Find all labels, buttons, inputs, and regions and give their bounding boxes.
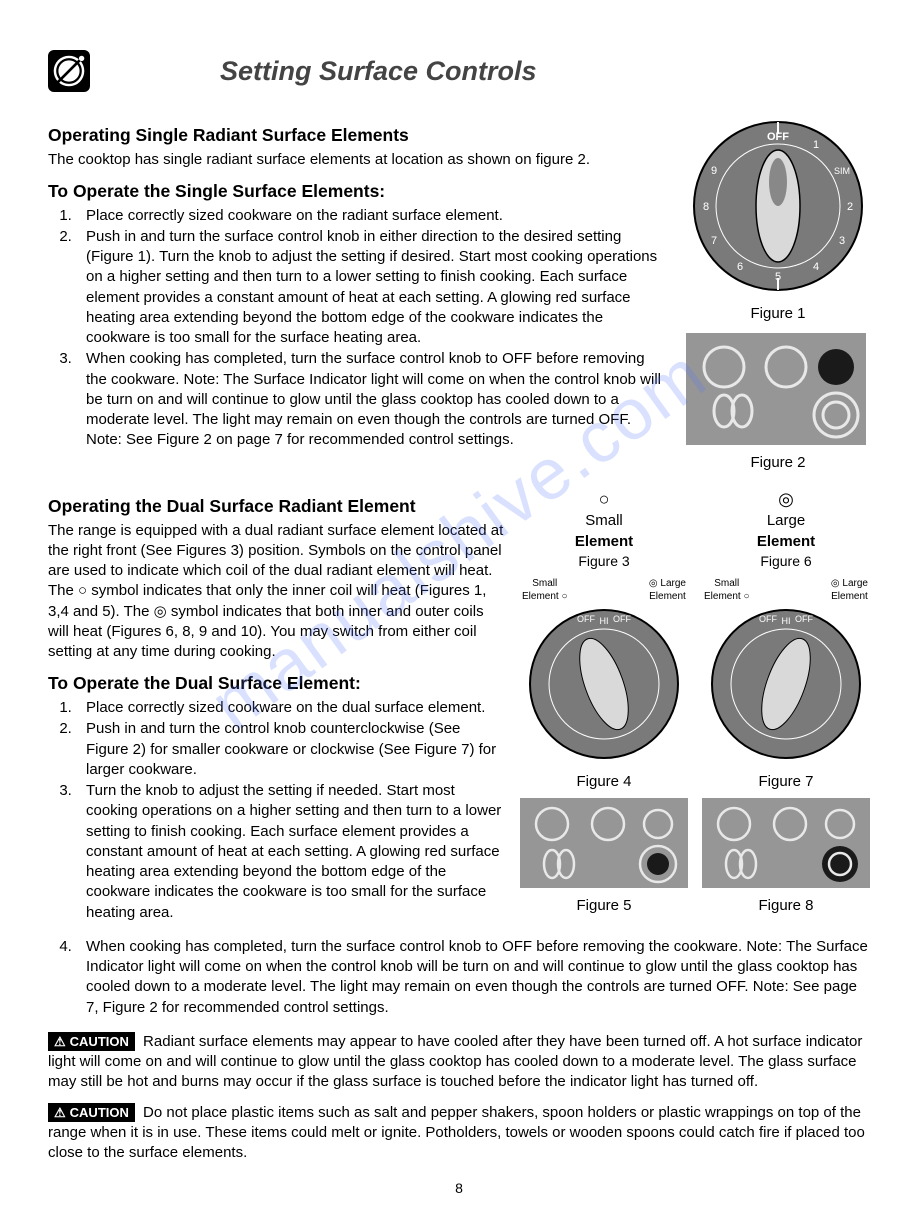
svg-text:7: 7 — [711, 235, 717, 247]
single-heading: Operating Single Radiant Surface Element… — [48, 124, 668, 148]
figure-2 — [686, 333, 866, 445]
svg-text:OFF: OFF — [577, 614, 595, 624]
list-item: Place correctly sized cookware on the ra… — [76, 206, 668, 226]
dual-body: The range is equipped with a dual radian… — [48, 521, 506, 663]
page-header: Setting Surface Controls — [48, 50, 870, 92]
dual-steps-cont: When cooking has completed, turn the sur… — [48, 937, 870, 1018]
svg-text:OFF: OFF — [759, 614, 777, 624]
svg-text:HI: HI — [782, 616, 791, 626]
caution-badge: CAUTION — [48, 1103, 135, 1123]
dual-heading: Operating the Dual Surface Radiant Eleme… — [48, 495, 506, 519]
svg-text:5: 5 — [775, 271, 781, 283]
small-element-badge: ○ Small Element Figure 3 — [520, 487, 688, 571]
single-operate-heading: To Operate the Single Surface Elements: — [48, 180, 668, 204]
svg-text:6: 6 — [737, 261, 743, 273]
list-item: When cooking has completed, turn the sur… — [76, 937, 870, 1018]
svg-text:9: 9 — [711, 165, 717, 177]
list-item: Push in and turn the control knob counte… — [76, 719, 506, 780]
page-title: Setting Surface Controls — [220, 53, 537, 89]
figure-2-caption: Figure 2 — [686, 453, 870, 473]
svg-text:HI: HI — [600, 616, 609, 626]
figure-1: OFF 1 SIM 2 3 4 5 6 7 8 9 Figure 1 — [686, 116, 870, 325]
dual-steps: Place correctly sized cookware on the du… — [48, 698, 506, 923]
figure-7-col: SmallElement ○◎ LargeElement OFFOFFHI Fi… — [702, 577, 870, 793]
svg-text:8: 8 — [703, 201, 709, 213]
list-item: Place correctly sized cookware on the du… — [76, 698, 506, 718]
figure-5-col: Figure 5 — [520, 798, 688, 917]
logo-icon — [48, 50, 90, 92]
caution-badge: CAUTION — [48, 1032, 135, 1052]
svg-text:SIM: SIM — [834, 166, 850, 176]
large-element-badge: ◎ Large Element Figure 6 — [702, 487, 870, 571]
list-item: When cooking has completed, turn the sur… — [76, 349, 668, 450]
figure-1-caption: Figure 1 — [686, 304, 870, 324]
svg-text:2: 2 — [847, 201, 853, 213]
svg-text:OFF: OFF — [795, 614, 813, 624]
single-intro: The cooktop has single radiant surface e… — [48, 150, 668, 170]
list-item: Push in and turn the surface control kno… — [76, 227, 668, 349]
caution-1: CAUTION Radiant surface elements may app… — [48, 1032, 870, 1093]
list-item: Turn the knob to adjust the setting if n… — [76, 781, 506, 923]
svg-text:OFF: OFF — [767, 131, 789, 143]
svg-text:1: 1 — [813, 139, 819, 151]
figure-8-col: Figure 8 — [702, 798, 870, 917]
single-steps: Place correctly sized cookware on the ra… — [48, 206, 668, 451]
caution-2: CAUTION Do not place plastic items such … — [48, 1103, 870, 1164]
page-number: 8 — [48, 1179, 870, 1198]
figure-4-col: SmallElement ○◎ LargeElement OFFOFFHI Fi… — [520, 577, 688, 793]
svg-text:4: 4 — [813, 261, 819, 273]
dual-operate-heading: To Operate the Dual Surface Element: — [48, 672, 506, 696]
svg-text:OFF: OFF — [613, 614, 631, 624]
svg-text:3: 3 — [839, 235, 845, 247]
